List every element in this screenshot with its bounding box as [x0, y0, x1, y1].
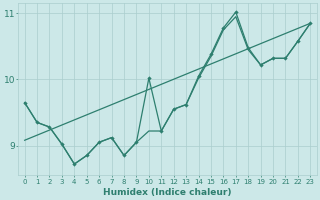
X-axis label: Humidex (Indice chaleur): Humidex (Indice chaleur): [103, 188, 232, 197]
